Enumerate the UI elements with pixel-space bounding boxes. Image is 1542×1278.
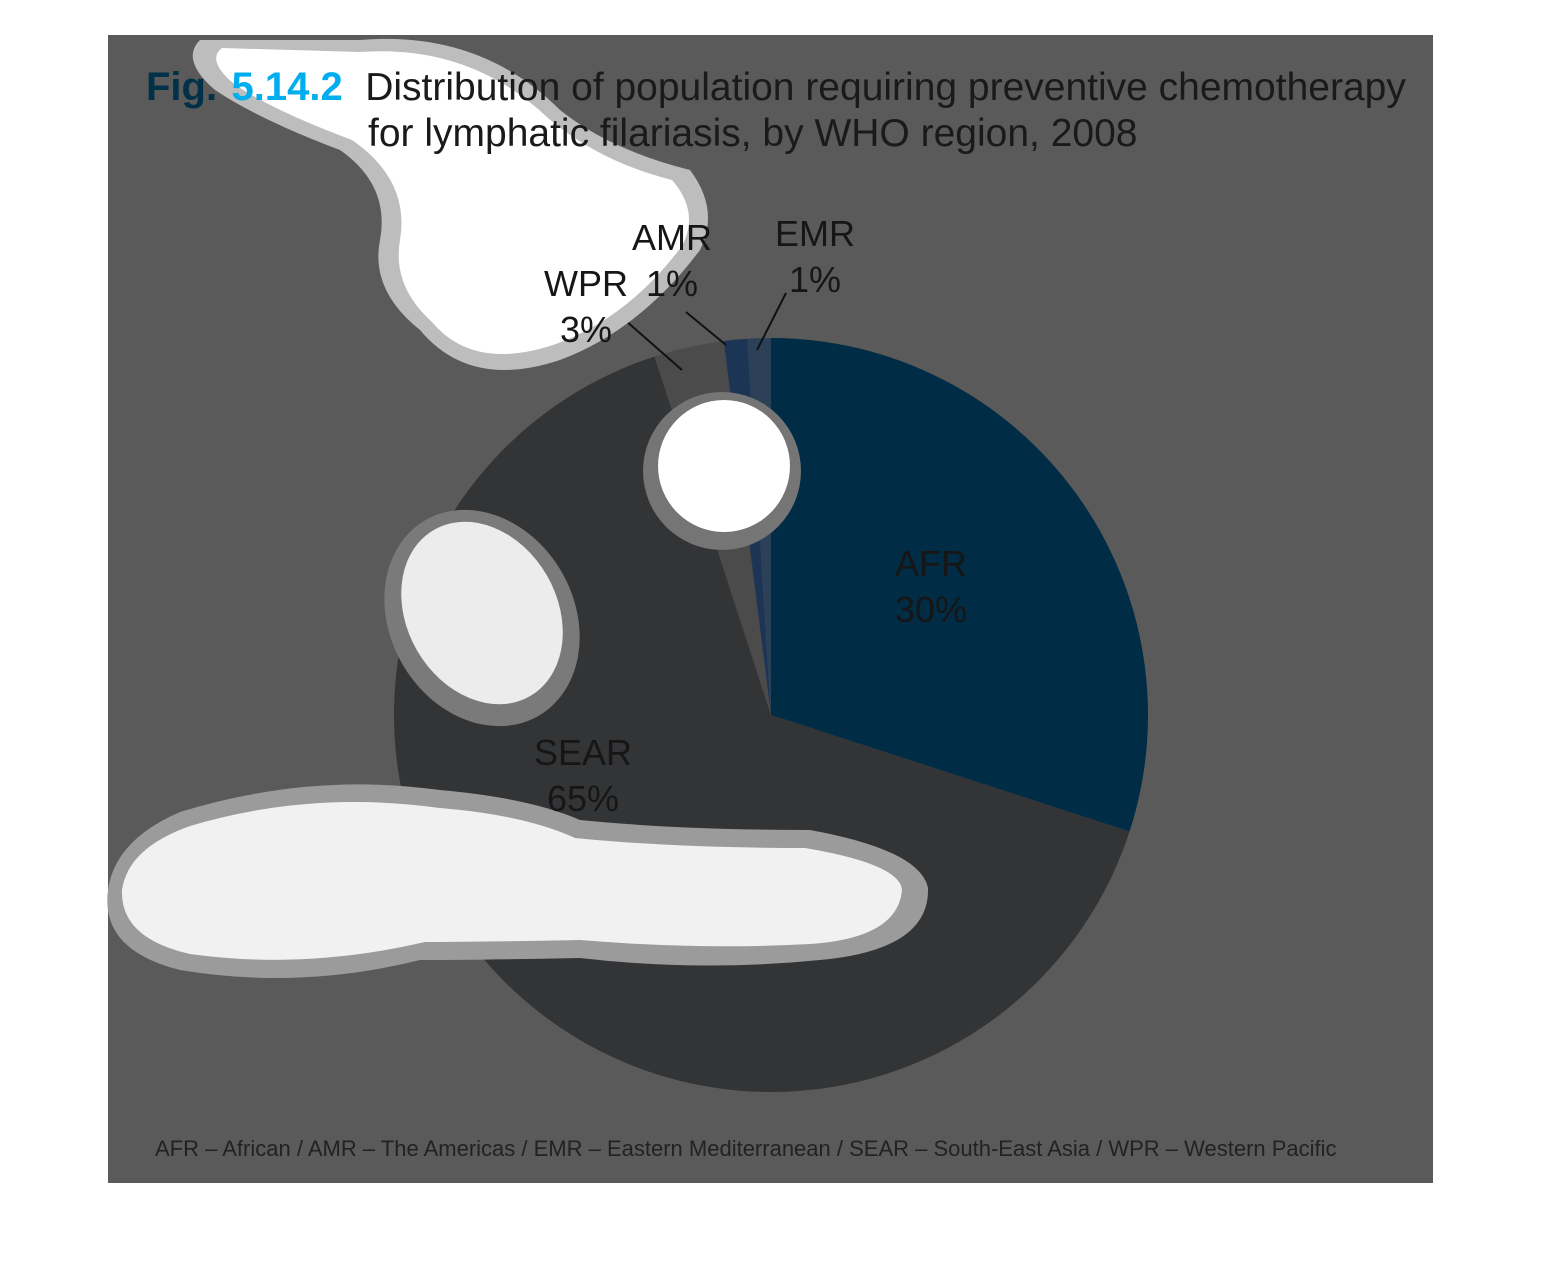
slice-value-wpr: 3% xyxy=(560,309,612,350)
figure-number: 5.14.2 xyxy=(232,65,343,109)
leader-line-wpr xyxy=(624,319,683,371)
top-blob xyxy=(216,48,690,355)
left-blob xyxy=(401,521,563,705)
figure-prefix: Fig. xyxy=(146,65,217,109)
figure-title-text: Distribution of population requiring pre… xyxy=(365,66,1406,109)
slice-label-emr: EMR xyxy=(775,213,855,254)
pie-slice-afr xyxy=(771,338,1148,832)
slice-label-amr: AMR xyxy=(632,217,712,258)
slice-value-amr: 1% xyxy=(646,263,698,304)
leader-lines xyxy=(624,292,787,371)
slice-value-emr: 1% xyxy=(789,259,841,300)
slice-label-wpr: WPR xyxy=(544,263,628,304)
slice-labels: AFR 30% SEAR 65% WPR 3% AMR 1% EMR 1% xyxy=(534,213,967,819)
decorative-blobs xyxy=(107,38,929,978)
bottom-blob xyxy=(121,802,902,960)
figure-title-line1: Fig. 5.14.2 Distribution of population r… xyxy=(146,65,1406,109)
slice-label-sear: SEAR xyxy=(534,732,632,773)
slice-label-afr: AFR xyxy=(895,543,967,584)
slice-value-afr: 30% xyxy=(895,589,967,630)
leader-line-emr xyxy=(756,292,787,351)
slice-value-sear: 65% xyxy=(547,778,619,819)
figure-title-line2: for lymphatic filariasis, by WHO region,… xyxy=(368,112,1137,155)
region-footnote: AFR – African / AMR – The Americas / EMR… xyxy=(155,1136,1337,1161)
leader-line-amr xyxy=(685,311,727,346)
center-blob xyxy=(658,400,790,532)
